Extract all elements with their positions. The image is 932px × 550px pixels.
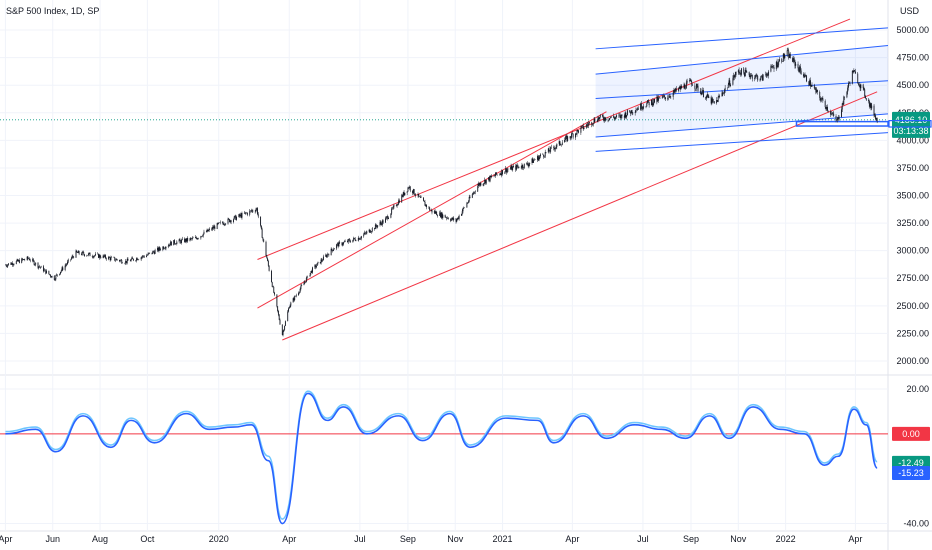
osc-series-line [5, 390, 878, 520]
price-series [4, 47, 878, 337]
x-tick-label: Nov [730, 534, 747, 544]
osc-zero-badge: 0.00 [902, 429, 920, 439]
blue-channel-fill [595, 45, 888, 138]
blue-trendline [595, 27, 889, 50]
y-tick-label: 2000.00 [896, 356, 929, 366]
x-tick-label: 2020 [209, 534, 229, 544]
channel-fill [595, 45, 888, 138]
x-tick-label: Jun [45, 534, 60, 544]
y-tick-label: 4750.00 [896, 53, 929, 63]
x-tick-label: 2021 [493, 534, 513, 544]
red-trendline [282, 91, 878, 341]
red-trendline [257, 111, 607, 309]
y-tick-label: 4000.00 [896, 135, 929, 145]
countdown-label: 03:13:38 [893, 126, 928, 136]
y-tick-label: 2750.00 [896, 273, 929, 283]
x-tick-label: Jul [637, 534, 649, 544]
x-tick-label: Jul [354, 534, 366, 544]
y-tick-label: 2500.00 [896, 301, 929, 311]
x-tick-label: Apr [282, 534, 296, 544]
y-tick-label: 4500.00 [896, 80, 929, 90]
x-tick-label: Sep [400, 534, 416, 544]
y-tick-label: 2250.00 [896, 328, 929, 338]
blue-trendline [595, 45, 889, 75]
x-tick-label: Nov [447, 534, 464, 544]
last-price-label: 4186.10 [895, 115, 928, 125]
support-box-axis-marker [888, 120, 932, 128]
osc-value-badge-2-bg [892, 465, 930, 480]
osc-value-badge-1: -12.49 [898, 458, 924, 468]
x-tick-label: Oct [140, 534, 155, 544]
x-tick-label: 2022 [776, 534, 796, 544]
trendlines [257, 18, 889, 341]
y-tick-label: 3500.00 [896, 191, 929, 201]
osc-series-line [5, 392, 878, 525]
osc-y-tick-label: -40.00 [903, 519, 929, 529]
y-tick-label: 3250.00 [896, 218, 929, 228]
last-price-badge-bg [892, 111, 930, 138]
x-tick-label: Sep [683, 534, 699, 544]
blue-trendline [595, 132, 889, 152]
x-tick-label: Aug [92, 534, 108, 544]
support-box [795, 120, 889, 127]
x-tick-label: Apr [565, 534, 579, 544]
axes: Apr Jun Aug Oct 2020 Apr Jul Sep Nov 2021 Apr Jul Se… [0, 25, 929, 544]
y-tick-label: 3000.00 [896, 246, 929, 256]
y-tick-label: 3750.00 [896, 163, 929, 173]
oscillator-pane [0, 390, 888, 525]
symbol-title: S&P 500 Index, 1D, SP [6, 6, 99, 16]
x-tick-label: Apr [0, 534, 12, 544]
osc-y-tick-label: 20.00 [906, 384, 929, 394]
osc-zero-badge-bg [892, 426, 930, 441]
blue-trendline [595, 80, 889, 99]
currency-label: USD [900, 6, 920, 16]
osc-value-badge-2: -15.23 [898, 468, 924, 478]
y-tick-label: 5000.00 [896, 25, 929, 35]
x-tick-label: Apr [848, 534, 862, 544]
